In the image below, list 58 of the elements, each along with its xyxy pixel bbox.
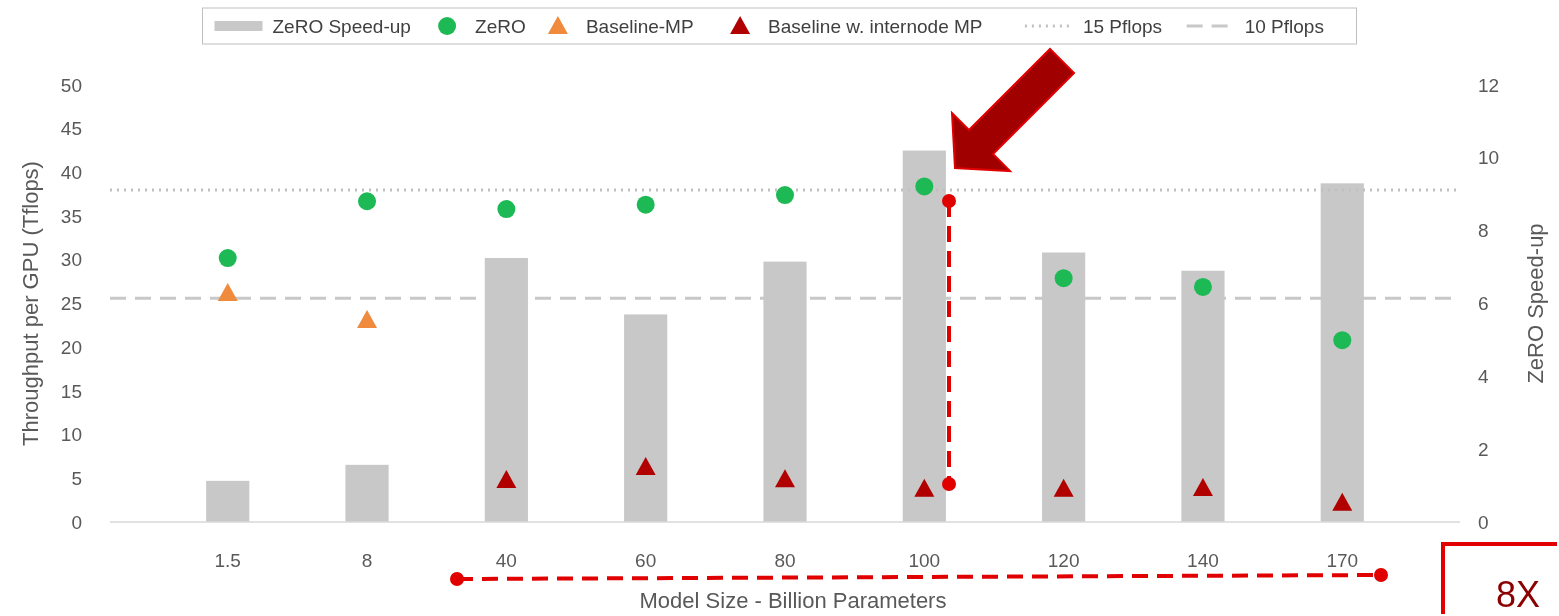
x-tick-label: 8	[361, 549, 373, 571]
bar	[345, 464, 389, 522]
point	[636, 195, 655, 214]
bar	[624, 314, 668, 522]
point	[496, 470, 517, 489]
legend-label: Baseline-MP	[585, 15, 694, 37]
point	[915, 177, 934, 196]
y2-tick-label: 0	[1478, 511, 1489, 533]
legend-label: Baseline w. internode MP	[768, 15, 983, 37]
text: 8X	[1495, 573, 1541, 615]
x-tick-label: 40	[495, 549, 517, 571]
x-tick-label: 140	[1187, 549, 1219, 571]
x-axis-title: Model Size - Billion Parameters	[639, 588, 947, 613]
point	[358, 192, 377, 211]
legend-label: ZeRO Speed-up	[272, 15, 411, 37]
y2-tick-label: 10	[1478, 147, 1500, 169]
bar	[206, 480, 250, 522]
y2-tick-label: 12	[1478, 74, 1500, 96]
y-tick-label: 35	[60, 205, 82, 227]
point	[357, 310, 378, 329]
y2-tick-label: 2	[1478, 438, 1489, 460]
point	[635, 456, 656, 475]
x-tick-label: 80	[774, 549, 796, 571]
y-tick-label: 25	[60, 293, 82, 315]
y2-axis-title: ZeRO Speed-up	[1523, 223, 1548, 384]
y-axis-title: Throughput per GPU (Tflops)	[18, 161, 43, 446]
y-tick-label: 50	[60, 74, 82, 96]
y2-tick-label: 4	[1478, 365, 1489, 387]
point	[218, 249, 237, 268]
point	[1054, 269, 1073, 288]
y2-tick-label: 8	[1478, 220, 1489, 242]
y-tick-label: 0	[71, 511, 82, 533]
point	[1053, 478, 1074, 497]
y-tick-label: 40	[60, 162, 82, 184]
legend-label: ZeRO	[475, 15, 526, 37]
point	[775, 469, 795, 488]
point	[497, 200, 516, 219]
x-tick-label: 1.5	[214, 549, 241, 571]
y-tick-label: 45	[60, 118, 82, 140]
legend-label: 15 Pflops	[1082, 15, 1163, 37]
point	[1193, 277, 1212, 296]
legend-label: 10 Pflops	[1244, 15, 1324, 37]
x-tick-label: 170	[1326, 549, 1359, 571]
point	[1333, 331, 1352, 350]
y-tick-label: 10	[60, 424, 82, 446]
y-tick-label: 5	[71, 467, 82, 489]
point	[217, 283, 238, 302]
point	[1332, 492, 1353, 511]
y-tick-label: 20	[60, 336, 82, 358]
point	[776, 186, 794, 205]
x-tick-label: 100	[908, 549, 941, 571]
point	[1192, 477, 1213, 496]
y-tick-label: 30	[60, 249, 82, 271]
y-tick-label: 15	[60, 380, 82, 402]
x-tick-label: 60	[635, 549, 657, 571]
y2-tick-label: 6	[1478, 293, 1489, 315]
x-tick-label: 120	[1047, 549, 1080, 571]
point	[914, 478, 935, 497]
